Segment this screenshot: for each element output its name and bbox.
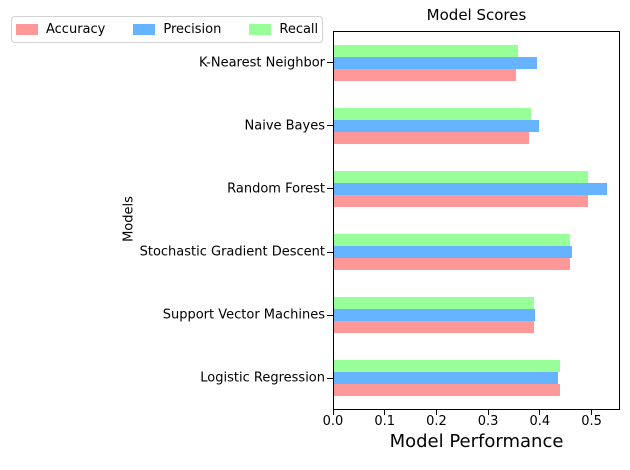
x-tick-label: 0.5 xyxy=(581,414,602,429)
bar-precision-0 xyxy=(334,56,538,69)
bar-recall-1 xyxy=(334,107,531,120)
y-tick-mark xyxy=(327,125,333,127)
y-tick-label: K-Nearest Neighbor xyxy=(199,55,325,71)
bar-recall-3 xyxy=(334,234,571,247)
legend-label: Accuracy xyxy=(46,22,106,37)
legend-label: Recall xyxy=(279,22,319,37)
bar-precision-4 xyxy=(334,309,536,322)
x-tick-label: 0.2 xyxy=(426,414,447,429)
x-tick-label: 0.1 xyxy=(374,414,396,429)
y-axis-label: Models xyxy=(121,196,137,242)
x-tick-mark xyxy=(384,410,386,415)
legend-swatch-icon xyxy=(133,24,156,35)
bar-accuracy-1 xyxy=(334,131,530,144)
legend-label: Precision xyxy=(163,22,222,37)
bar-recall-2 xyxy=(334,170,589,183)
bar-accuracy-2 xyxy=(334,194,588,207)
bar-recall-5 xyxy=(334,360,561,373)
x-axis-label: Model Performance xyxy=(389,431,564,452)
x-tick-label: 0.3 xyxy=(477,414,499,429)
x-tick-label: 0.0 xyxy=(322,414,344,429)
y-tick-label: Naive Bayes xyxy=(244,118,325,134)
bar-recall-4 xyxy=(334,297,534,310)
bar-precision-5 xyxy=(334,372,558,385)
x-tick-mark xyxy=(591,410,593,415)
bar-precision-2 xyxy=(334,182,608,195)
bar-accuracy-3 xyxy=(334,258,571,271)
legend-item-accuracy: Accuracy xyxy=(16,22,105,37)
x-tick-mark xyxy=(487,410,489,415)
y-tick-label: Logistic Regression xyxy=(200,370,325,386)
plot-area xyxy=(333,31,620,410)
y-tick-mark xyxy=(327,188,333,190)
x-tick-mark xyxy=(539,410,541,415)
bar-precision-1 xyxy=(334,119,540,132)
bar-accuracy-4 xyxy=(334,321,534,334)
y-tick-label: Random Forest xyxy=(227,181,325,197)
legend-item-precision: Precision xyxy=(133,22,221,37)
legend-item-recall: Recall xyxy=(249,22,318,37)
x-tick-mark xyxy=(332,410,334,415)
y-tick-mark xyxy=(327,62,333,64)
bar-accuracy-5 xyxy=(334,384,561,397)
y-tick-label: Support Vector Machines xyxy=(162,307,325,323)
bar-precision-3 xyxy=(334,246,573,259)
chart-legend: Accuracy Precision Recall xyxy=(11,16,323,43)
y-tick-mark xyxy=(327,377,333,379)
y-tick-mark xyxy=(327,251,333,253)
legend-swatch-icon xyxy=(249,24,272,35)
legend-swatch-icon xyxy=(16,24,38,35)
x-tick-label: 0.4 xyxy=(529,414,551,429)
y-tick-mark xyxy=(327,314,333,316)
chart-title: Model Scores xyxy=(426,6,527,24)
x-tick-mark xyxy=(435,410,437,415)
y-tick-label: Stochastic Gradient Descent xyxy=(139,244,325,260)
bar-recall-0 xyxy=(334,44,519,57)
bar-accuracy-0 xyxy=(334,68,517,81)
